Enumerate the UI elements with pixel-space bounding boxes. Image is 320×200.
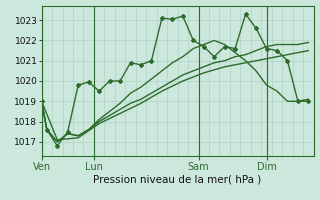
X-axis label: Pression niveau de la mer( hPa ): Pression niveau de la mer( hPa ) [93,174,262,184]
